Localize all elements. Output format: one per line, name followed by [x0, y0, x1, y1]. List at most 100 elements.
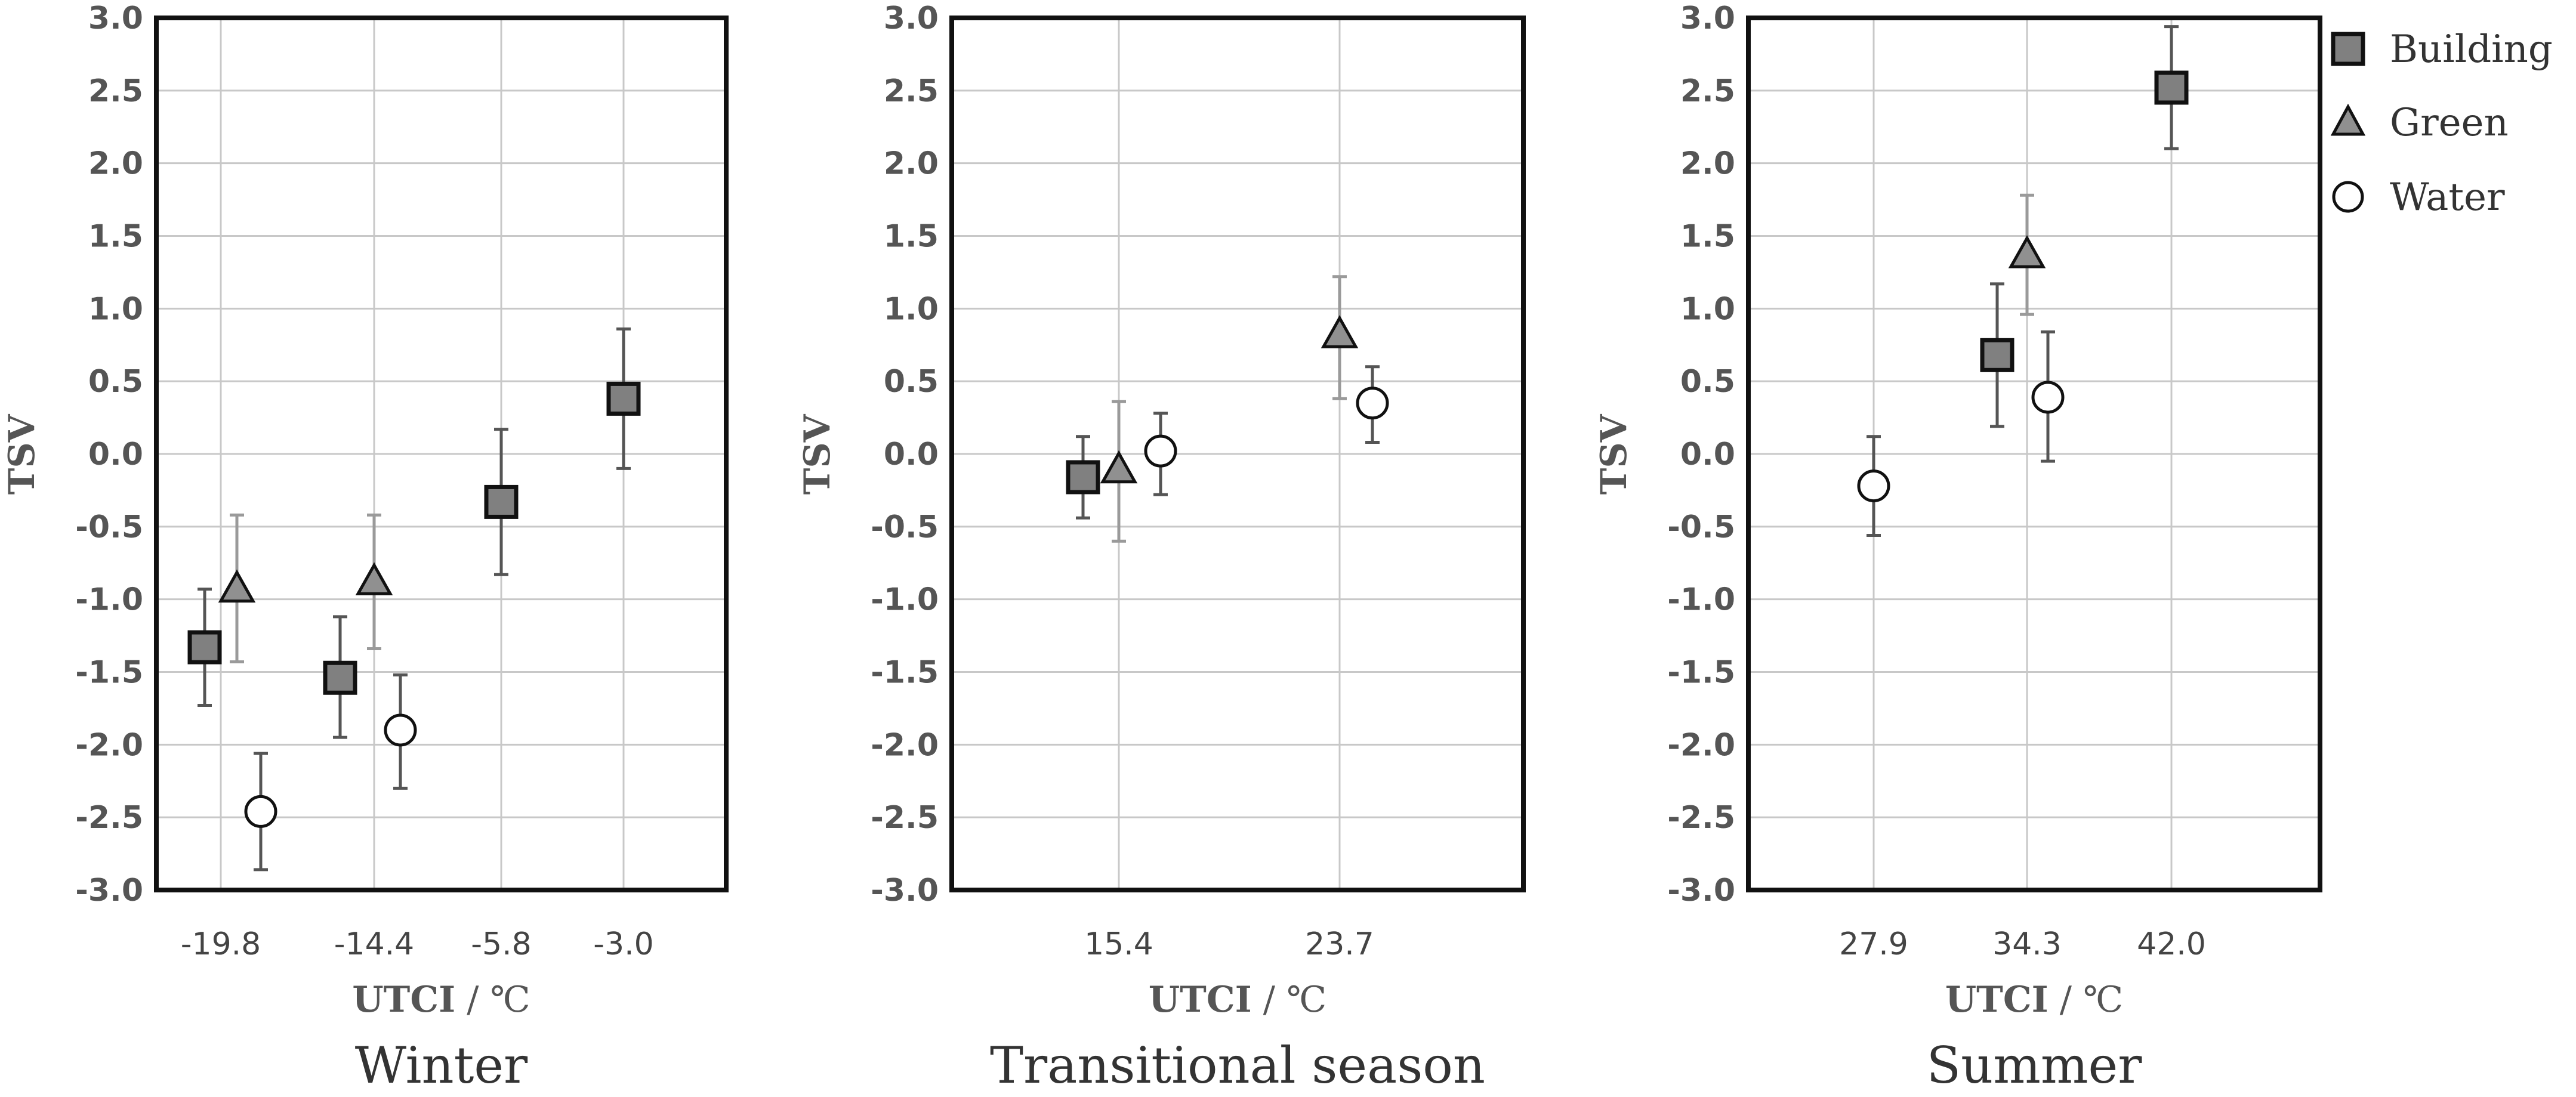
x-axis-label-name: UTCI — [1149, 979, 1252, 1021]
y-tick-label: 1.5 — [1680, 219, 1735, 255]
legend-circle-icon — [2332, 181, 2364, 213]
y-tick-label: 2.5 — [1680, 73, 1735, 109]
data-point-building — [606, 381, 641, 416]
legend: Building Green Water — [2330, 27, 2553, 220]
data-point-building — [484, 484, 519, 519]
y-tick-label: 1.0 — [88, 291, 143, 327]
y-tick-label: 2.0 — [88, 146, 143, 182]
x-axis-label: UTCI / ℃ — [352, 979, 530, 1021]
y-tick-label: -1.5 — [1667, 655, 1735, 691]
data-point-green — [1100, 450, 1138, 484]
y-tick-label: -1.5 — [871, 655, 939, 691]
y-tick-label: 2.0 — [884, 146, 939, 182]
y-tick-label: -1.0 — [871, 582, 939, 618]
x-tick-label: -14.4 — [334, 926, 415, 962]
x-axis-label: UTCI / ℃ — [1945, 979, 2123, 1021]
legend-item-green: Green — [2330, 101, 2509, 145]
x-tick-label: 42.0 — [2137, 926, 2206, 962]
y-tick-label: -2.0 — [1667, 727, 1735, 763]
panel-caption: Summer — [1927, 1036, 2143, 1095]
x-axis-label-name: UTCI — [352, 979, 455, 1021]
x-tick-label: -3.0 — [593, 926, 653, 962]
y-tick-label: 0.0 — [1680, 437, 1735, 472]
y-tick-label: 3.0 — [88, 1, 143, 36]
legend-square-icon — [2331, 32, 2365, 66]
data-point-building — [2154, 70, 2189, 105]
plot-frame — [154, 16, 729, 892]
data-point-building — [1066, 460, 1100, 495]
x-tick-label: -19.8 — [181, 926, 261, 962]
data-point-building — [1980, 338, 2014, 372]
panel-caption: Transitional season — [990, 1036, 1485, 1095]
y-tick-label: -2.0 — [871, 727, 939, 763]
y-tick-label: -1.0 — [1667, 582, 1735, 618]
x-tick-label: 27.9 — [1839, 926, 1908, 962]
y-tick-label: 1.0 — [884, 291, 939, 327]
legend-item-water: Water — [2332, 175, 2505, 220]
series-building — [1980, 25, 2189, 428]
data-point-water — [384, 713, 417, 747]
y-tick-label: -0.5 — [1667, 509, 1735, 545]
x-tick-label: -5.8 — [471, 926, 531, 962]
x-axis-label: UTCI / ℃ — [1149, 979, 1326, 1021]
y-tick-label: 1.0 — [1680, 291, 1735, 327]
x-tick-label: 15.4 — [1084, 926, 1153, 962]
y-tick-label: 0.5 — [88, 364, 143, 400]
x-axis-label-name: UTCI — [1945, 979, 2049, 1021]
series-green — [2008, 193, 2046, 316]
y-tick-label: 0.5 — [1680, 364, 1735, 400]
data-point-water — [244, 795, 277, 828]
series-green — [218, 513, 393, 663]
y-tick-label: 0.0 — [88, 437, 143, 472]
data-point-water — [1144, 434, 1177, 468]
y-tick-label: 0.5 — [884, 364, 939, 400]
legend-item-building: Building — [2331, 27, 2553, 72]
series-building — [187, 327, 641, 739]
y-tick-label: 1.5 — [88, 219, 143, 255]
data-point-water — [2031, 381, 2065, 414]
legend-triangle-icon — [2330, 103, 2366, 136]
legend-label: Green — [2390, 101, 2509, 145]
chart-panel-2: 3.0 2.5 2.0 1.5 1.0 0.5 0.0 -0.5 -1.0 -1.5 -2.0 -2.… — [797, 1, 1526, 1095]
x-axis-label-unit: / ℃ — [455, 979, 530, 1021]
y-tick-label: -3.0 — [1667, 873, 1735, 908]
panel-caption: Winter — [355, 1036, 528, 1095]
chart-panel-1: 3.0 2.5 2.0 1.5 1.0 0.5 0.0 -0.5 -1.0 -1.5 -2.0 -2.… — [1, 1, 729, 1095]
y-tick-label: 0.0 — [884, 437, 939, 472]
legend-label: Building — [2390, 27, 2553, 72]
x-tick-label: 23.7 — [1305, 926, 1374, 962]
y-axis-label: TSV — [1, 413, 43, 495]
data-point-building — [187, 630, 222, 665]
y-tick-label: -1.0 — [75, 582, 143, 618]
data-point-water — [1857, 469, 1890, 503]
y-tick-label: -3.0 — [871, 873, 939, 908]
plot-frame — [949, 16, 1526, 892]
y-tick-label: 1.5 — [884, 219, 939, 255]
series-building — [1066, 435, 1100, 520]
y-tick-label: 3.0 — [884, 1, 939, 36]
series-water — [1144, 365, 1389, 496]
y-tick-label: 2.5 — [884, 73, 939, 109]
legend-label: Water — [2390, 175, 2505, 220]
data-point-green — [1321, 315, 1359, 348]
y-tick-label: 3.0 — [1680, 1, 1735, 36]
data-point-green — [218, 569, 256, 603]
y-tick-label: 2.0 — [1680, 146, 1735, 182]
y-tick-label: -2.5 — [75, 800, 143, 836]
y-tick-label: -0.5 — [75, 509, 143, 545]
x-tick-label: 34.3 — [1992, 926, 2062, 962]
data-point-green — [355, 562, 393, 595]
series-water — [1857, 330, 2065, 537]
y-axis-label: TSV — [797, 413, 838, 495]
plot-frame — [1746, 16, 2322, 892]
data-point-water — [1356, 387, 1389, 420]
y-tick-label: 2.5 — [88, 73, 143, 109]
data-point-green — [2008, 235, 2046, 268]
y-axis-label: TSV — [1593, 413, 1635, 495]
y-tick-label: -0.5 — [871, 509, 939, 545]
x-axis-label-unit: / ℃ — [2049, 979, 2123, 1021]
chart-panel-3: 3.0 2.5 2.0 1.5 1.0 0.5 0.0 -0.5 -1.0 -1.5 -2.0 -2.… — [1593, 1, 2322, 1095]
y-tick-label: -2.0 — [75, 727, 143, 763]
y-tick-label: -3.0 — [75, 873, 143, 908]
